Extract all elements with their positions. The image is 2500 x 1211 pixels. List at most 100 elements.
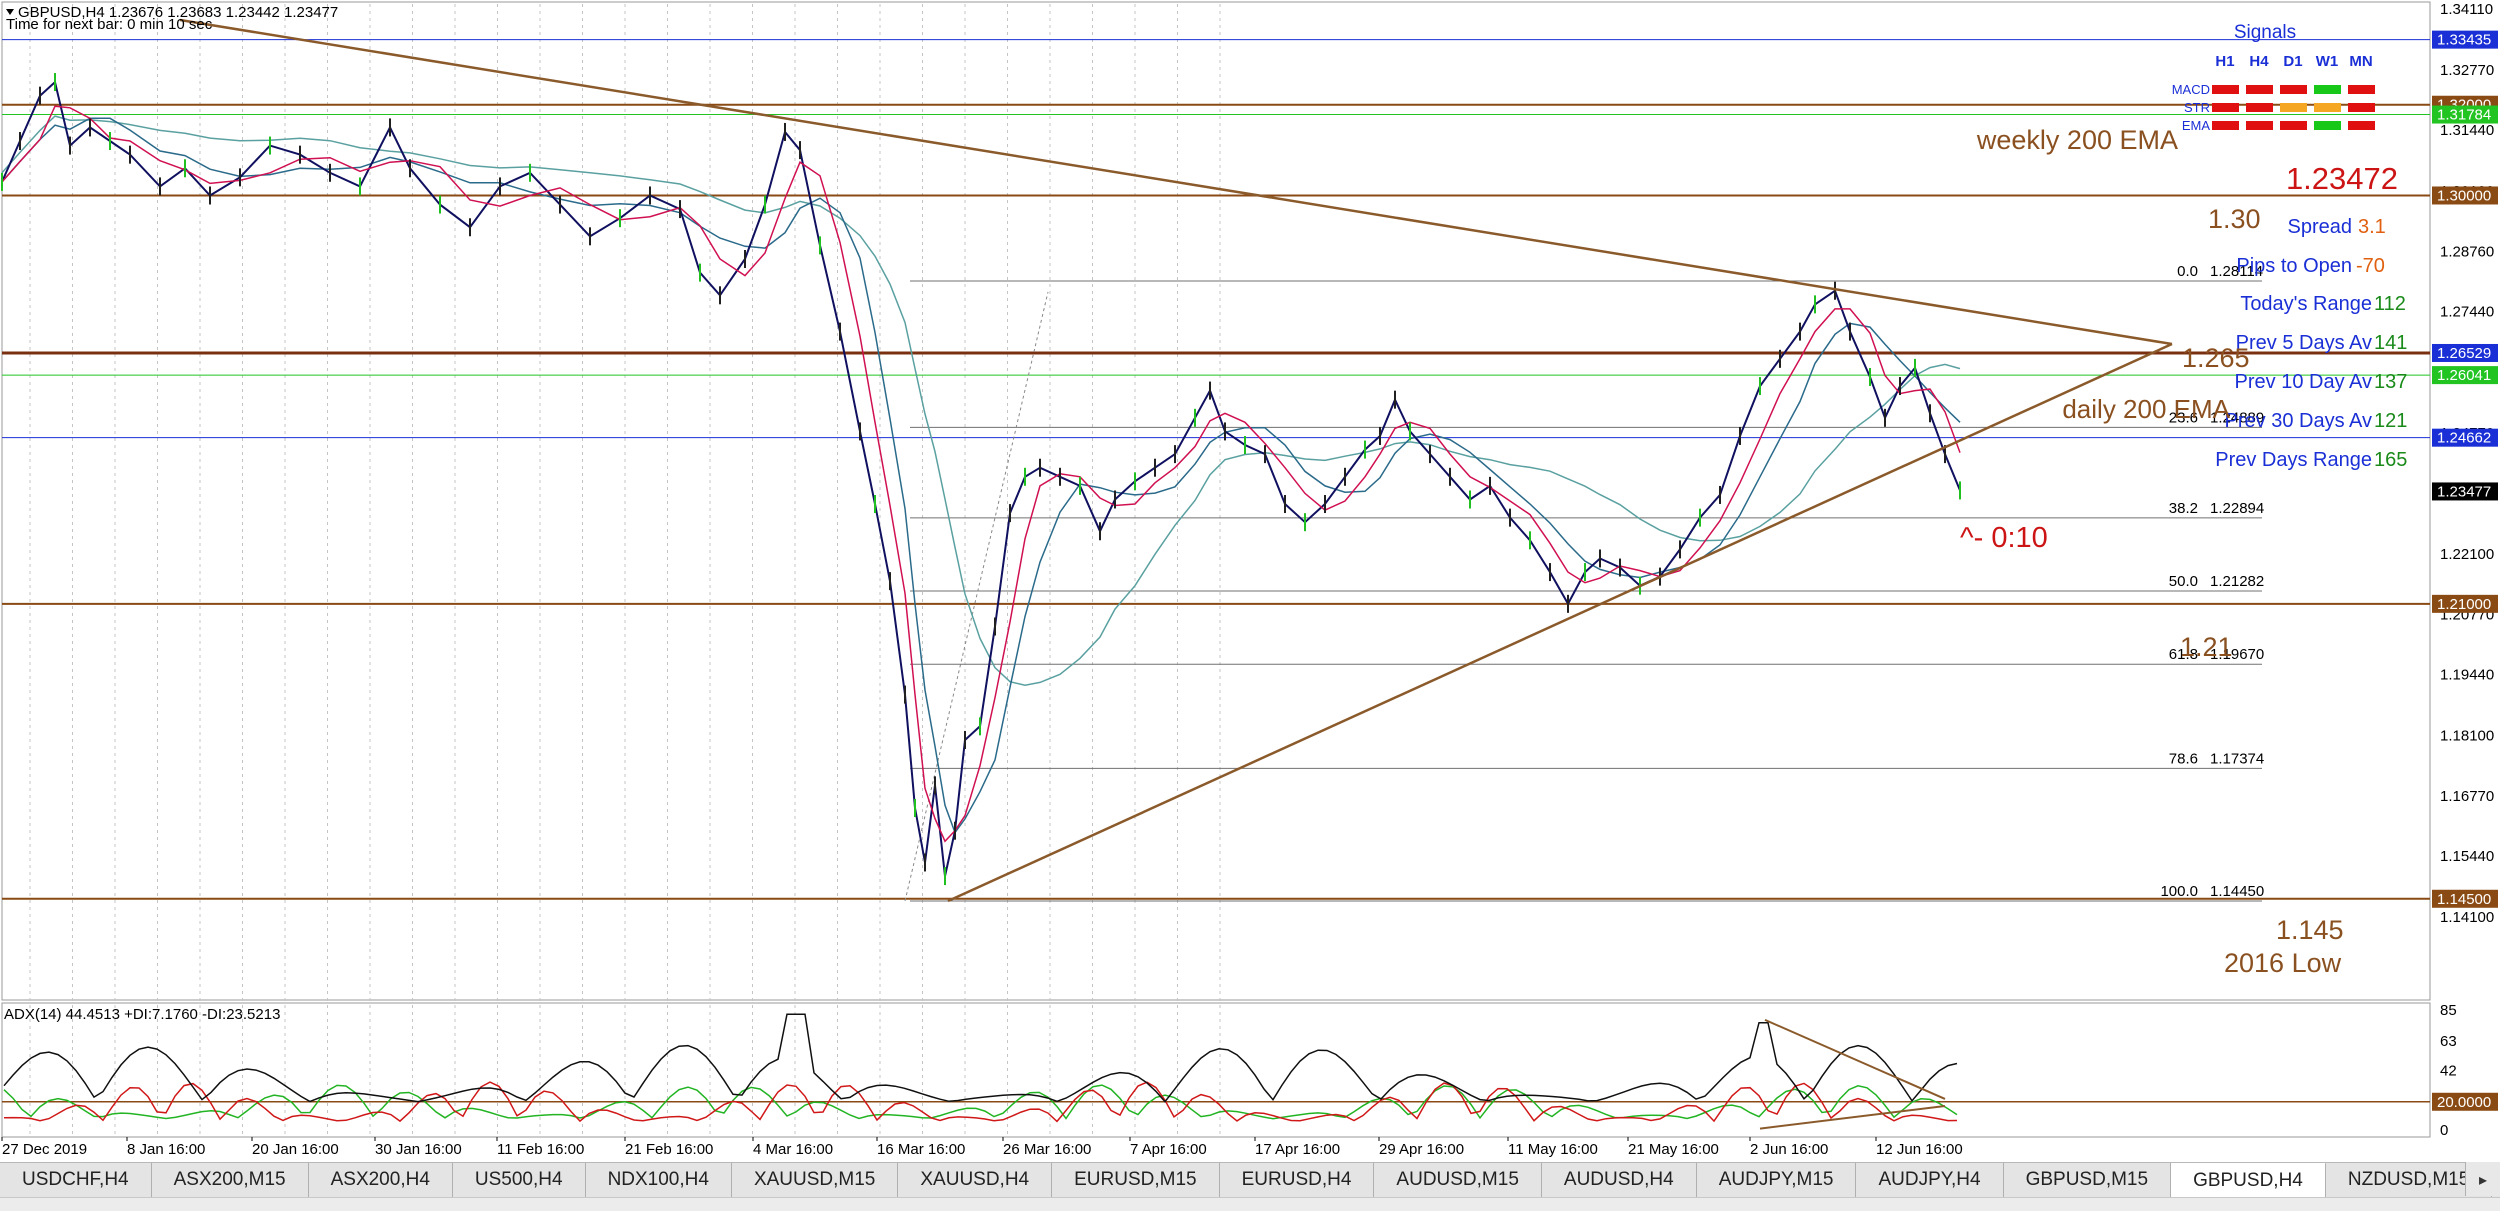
signal-cell xyxy=(2280,103,2307,112)
signal-cell xyxy=(2348,103,2375,112)
adx-level-tag-label: 20.0000 xyxy=(2437,1094,2491,1111)
fibonacci-levels: 0.0 1.28114 23.6 1.24889 38.2 1.22894 50.0 1.21… xyxy=(904,263,2264,902)
signal-timeframe: MN xyxy=(2349,53,2372,70)
time-axis-tick: 26 Mar 16:00 xyxy=(1003,1141,1091,1158)
signal-cell xyxy=(2314,121,2341,130)
fib-ratio-label: 78.6 xyxy=(2169,750,2198,767)
fib-price-label: 1.17374 xyxy=(2210,750,2264,767)
symbol-tab[interactable]: XAUUSD,H4 xyxy=(898,1163,1053,1197)
prev-days-range-label: Prev Days Range xyxy=(2215,449,2372,471)
moving-average-slow xyxy=(1,115,1961,686)
signal-cell xyxy=(2212,103,2239,112)
time-axis-tick: 20 Jan 16:00 xyxy=(252,1141,339,1158)
signal-cell xyxy=(2314,85,2341,94)
price-axis-tick: 1.31440 xyxy=(2440,122,2494,139)
price-axis-tick: 1.22100 xyxy=(2440,546,2494,563)
price-tag xyxy=(2432,482,2498,501)
price-tag xyxy=(2432,186,2498,205)
chevron-right-icon[interactable]: ▸ xyxy=(2465,1162,2500,1196)
price-line xyxy=(1,80,1961,877)
signal-cell xyxy=(2280,121,2307,130)
signal-timeframe: W1 xyxy=(2316,53,2339,70)
level-1-265-label: 1.265 xyxy=(2182,343,2250,373)
symbol-tab[interactable]: ASX200,M15 xyxy=(151,1163,309,1197)
chart-header-quote: GBPUSD,H4 1.23676 1.23683 1.23442 1.2347… xyxy=(18,4,338,21)
price-tag xyxy=(2432,343,2498,362)
prev5-label: Prev 5 Days Av xyxy=(2236,332,2372,354)
fib-ratio-label: 100.0 xyxy=(2160,883,2198,900)
lower-trendline xyxy=(947,342,2173,903)
time-axis-tick: 21 May 16:00 xyxy=(1628,1141,1719,1158)
price-axis-tick: 1.16770 xyxy=(2440,788,2494,805)
signals-panel: H1 H4 D1 W1 MN MACD STR EMA xyxy=(2172,53,2375,133)
triangle-down-icon[interactable] xyxy=(6,9,14,15)
symbol-tab[interactable]: ASX200,H4 xyxy=(308,1163,453,1197)
upper-trendline xyxy=(179,18,2173,346)
todays-range-label: Today's Range xyxy=(2240,293,2372,315)
signal-cell xyxy=(2280,85,2307,94)
time-axis-tick: 17 Apr 16:00 xyxy=(1255,1141,1340,1158)
price-tag-label: 1.21000 xyxy=(2437,596,2491,613)
price-tag xyxy=(2432,889,2498,908)
trendlines xyxy=(179,18,2173,903)
horizontal-levels xyxy=(2,39,2430,900)
chart-canvas[interactable]: 0.0 1.28114 23.6 1.24889 38.2 1.22894 50.0 1.21… xyxy=(0,0,2500,1162)
adx-plot xyxy=(2,1013,2430,1130)
level-1-21-label: 1.21 xyxy=(2180,632,2233,662)
symbol-tab[interactable]: AUDUSD,H4 xyxy=(1541,1163,1697,1197)
todays-range-value: 112 xyxy=(2374,293,2406,315)
price-tag-label: 1.24662 xyxy=(2437,430,2491,447)
fib-price-label: 1.24889 xyxy=(2210,409,2264,426)
signal-row-label: STR xyxy=(2184,100,2210,115)
prev30-value: 121 xyxy=(2374,410,2407,432)
symbol-tab[interactable]: EURUSD,H4 xyxy=(1219,1163,1375,1197)
price-tag-label: 1.26041 xyxy=(2437,367,2491,384)
adx-level-tag xyxy=(2432,1092,2498,1111)
fib-price-label: 1.19670 xyxy=(2210,646,2264,663)
signal-timeframe: D1 xyxy=(2283,53,2302,70)
low-2016-label: 2016 Low xyxy=(2224,948,2342,978)
symbol-tab[interactable]: USDCHF,H4 xyxy=(0,1163,152,1197)
fib-price-label: 1.21282 xyxy=(2210,573,2264,590)
time-axis-tick: 7 Apr 16:00 xyxy=(1130,1141,1207,1158)
time-axis: 27 Dec 2019 8 Jan 16:00 20 Jan 16:00 30 Jan… xyxy=(1,1137,1963,1158)
time-axis-tick: 12 Jun 16:00 xyxy=(1876,1141,1963,1158)
adx-axis-tick: 63 xyxy=(2440,1033,2457,1050)
adx-axis-tick: 85 xyxy=(2440,1002,2457,1019)
price-tag xyxy=(2432,105,2498,124)
moving-average-mid xyxy=(1,117,1961,835)
time-axis-tick: 30 Jan 16:00 xyxy=(375,1141,462,1158)
time-axis-tick: 21 Feb 16:00 xyxy=(625,1141,713,1158)
symbol-tab[interactable]: GBPUSD,H4 xyxy=(2171,1163,2326,1197)
time-axis-tick: 4 Mar 16:00 xyxy=(753,1141,833,1158)
time-axis-tick: 16 Mar 16:00 xyxy=(877,1141,965,1158)
time-axis-tick: 8 Jan 16:00 xyxy=(127,1141,205,1158)
time-axis-tick: 29 Apr 16:00 xyxy=(1379,1141,1464,1158)
fib-ratio-label: 61.8 xyxy=(2169,646,2198,663)
symbol-tab[interactable]: EURUSD,M15 xyxy=(1052,1163,1220,1197)
symbol-tab[interactable]: NDX100,H4 xyxy=(585,1163,732,1197)
symbol-tab[interactable]: AUDJPY,H4 xyxy=(1856,1163,2004,1197)
price-axis-tick: 1.14100 xyxy=(2440,909,2494,926)
adx-trendline-lower xyxy=(1759,1105,1946,1130)
status-bar xyxy=(0,1197,2500,1211)
symbol-tab[interactable]: AUDUSD,M15 xyxy=(1374,1163,1542,1197)
price-tag xyxy=(2432,30,2498,49)
fib-ratio-label: 23.6 xyxy=(2169,409,2198,426)
symbol-tab[interactable]: US500,H4 xyxy=(452,1163,586,1197)
symbol-tab[interactable]: GBPUSD,M15 xyxy=(2003,1163,2172,1197)
signal-timeframe: H1 xyxy=(2215,53,2234,70)
signal-cell xyxy=(2212,85,2239,94)
spread-value: 3.1 xyxy=(2358,216,2386,238)
price-axis: 1.341101.327701.314401.301001.287601.274… xyxy=(2432,1,2498,926)
adx-main-line xyxy=(3,1013,1958,1103)
adx-axis-tick: 42 xyxy=(2440,1063,2457,1080)
fib-price-label: 1.14450 xyxy=(2210,883,2264,900)
symbol-tab[interactable]: AUDJPY,M15 xyxy=(1696,1163,1857,1197)
symbol-tab[interactable]: NZDUSD,M15 xyxy=(2325,1163,2493,1197)
prev10-label: Prev 10 Day Av xyxy=(2235,371,2372,393)
signals-title: Signals xyxy=(2234,22,2296,43)
signal-cell xyxy=(2348,121,2375,130)
symbol-tab[interactable]: XAUUSD,M15 xyxy=(731,1163,899,1197)
price-axis-tick: 1.15440 xyxy=(2440,848,2494,865)
